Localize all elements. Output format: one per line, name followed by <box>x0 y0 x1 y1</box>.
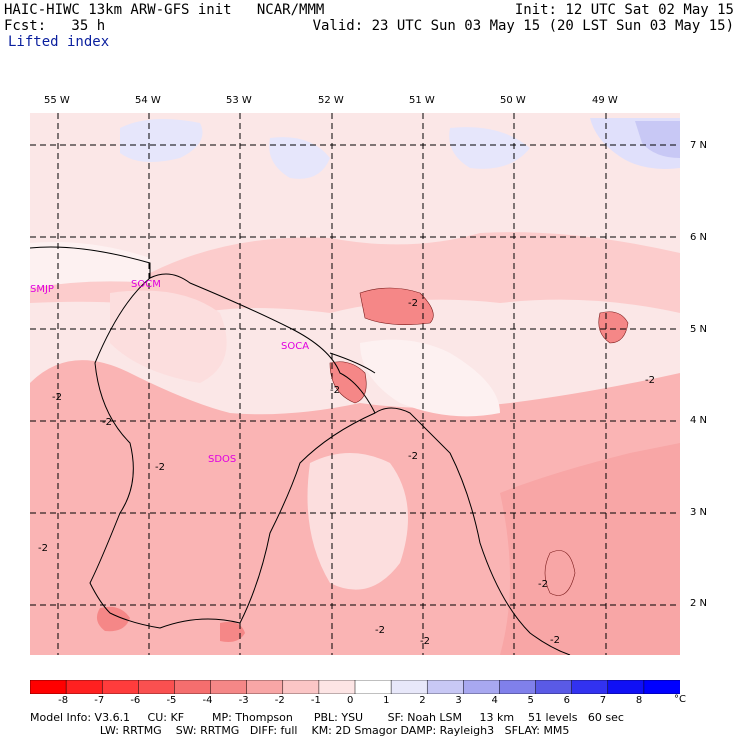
colorbar <box>30 680 680 694</box>
colorbar-label: -8 <box>58 695 69 706</box>
li-core <box>220 621 245 642</box>
colorbar-unit: °C <box>674 694 686 705</box>
stable-area-blue <box>269 137 330 179</box>
colorbar-swatch <box>174 680 212 694</box>
contour-label: -2 <box>645 375 655 386</box>
colorbar-label: -3 <box>238 695 249 706</box>
li-band <box>30 232 680 313</box>
colorbar-label: -4 <box>202 695 213 706</box>
colorbar-swatch <box>643 680 680 694</box>
colorbar-label: 4 <box>491 695 498 706</box>
contour-label: -2 <box>550 635 560 646</box>
colorbar-label: -2 <box>274 695 285 706</box>
contour-label: -2 <box>38 543 48 554</box>
lon-label: 53 W <box>226 95 252 106</box>
colorbar-label: 7 <box>599 695 607 706</box>
li-light-patch <box>307 453 408 590</box>
colorbar-label: 5 <box>527 695 534 706</box>
stable-area-blue <box>120 119 203 162</box>
colorbar-swatch <box>138 680 176 694</box>
colorbar-swatch <box>65 680 103 694</box>
lat-lon-grid <box>30 113 680 655</box>
colorbar-label: 8 <box>635 695 643 706</box>
forecast-hour: Fcst: 35 h <box>4 18 106 34</box>
lat-label: 7 N <box>690 140 708 151</box>
contour-label: -2 <box>408 298 418 309</box>
colorbar-label: -7 <box>94 695 105 706</box>
lon-label: 51 W <box>409 95 435 106</box>
contour-label: -2 <box>52 392 62 403</box>
field-name: Lifted index <box>8 34 110 50</box>
colorbar-swatch <box>101 680 140 694</box>
contour-label: -2 <box>420 636 430 647</box>
colorbar-swatch <box>463 680 501 694</box>
stable-area-blue <box>449 127 530 169</box>
lon-label: 50 W <box>500 95 526 106</box>
lat-label: 4 N <box>690 415 708 426</box>
colorbar-swatch <box>354 680 392 694</box>
lat-label: 3 N <box>690 507 708 518</box>
colorbar-swatch <box>607 680 645 694</box>
contour-label: -2 <box>408 451 418 462</box>
lon-label: 54 W <box>135 95 161 106</box>
li-core <box>360 288 434 325</box>
colorbar-label: 3 <box>455 695 462 706</box>
contour-label: -2 <box>155 462 165 473</box>
lifted-index-map: -2 -2 -2 -2 -2 -2 -2 -2 -2 -2 -2 -2 SMJP… <box>30 113 680 655</box>
colorbar-swatch <box>390 680 428 694</box>
colorbar-swatch <box>499 680 537 694</box>
contour-label: -2 <box>375 625 385 636</box>
colorbar-label: 0 <box>347 695 354 706</box>
lat-label: 2 N <box>690 598 708 609</box>
country-border <box>89 277 376 629</box>
contour-label: -2 <box>330 385 340 396</box>
contour-label: -2 <box>102 417 112 428</box>
lon-label: 55 W <box>44 95 70 106</box>
contours <box>329 287 629 596</box>
colorbar-swatch <box>210 680 248 694</box>
colorbar-swatch <box>426 680 465 694</box>
colorbar-label: -5 <box>166 695 177 706</box>
colorbar-label: -1 <box>310 695 321 706</box>
model-info-line2: LW: RRTMG SW: RRTMG DIFF: full KM: 2D Sm… <box>30 724 570 737</box>
colorbar-swatch <box>318 680 356 694</box>
li-core <box>330 361 367 403</box>
country-border <box>329 352 376 374</box>
colorbar-label: 2 <box>419 695 426 706</box>
li-near-zero <box>360 339 500 417</box>
station-label: SOCM <box>131 279 161 290</box>
station-label: SMJP <box>30 284 54 295</box>
valid-time: Valid: 23 UTC Sun 03 May 15 (20 LST Sun … <box>312 18 734 34</box>
li-core <box>96 606 130 632</box>
stable-area-blue-core <box>635 121 680 158</box>
li-southeast <box>500 443 680 655</box>
init-time: Init: 12 UTC Sat 02 May 15 <box>514 2 734 18</box>
station-label: SDOS <box>208 454 236 465</box>
colorbar-label: -6 <box>130 695 141 706</box>
colorbar-swatch <box>571 680 609 694</box>
colorbar-label: 1 <box>383 695 390 706</box>
station-label: SOCA <box>281 341 309 352</box>
model-info-line1: Model Info: V3.6.1 CU: KF MP: Thompson P… <box>30 711 624 724</box>
lat-label: 6 N <box>690 232 708 243</box>
model-title: HAIC-HIWC 13km ARW-GFS init NCAR/MMM <box>4 2 325 18</box>
li-near-zero <box>30 242 150 288</box>
contour-label: -2 <box>538 579 548 590</box>
coastline <box>30 246 571 655</box>
lon-label: 49 W <box>592 95 618 106</box>
colorbar-swatch <box>282 680 320 694</box>
colorbar-swatch <box>535 680 573 694</box>
lon-label: 52 W <box>318 95 344 106</box>
lat-label: 5 N <box>690 324 708 335</box>
li-light-patch <box>110 290 227 383</box>
colorbar-label: 6 <box>563 695 571 706</box>
colorbar-swatch <box>30 680 67 694</box>
colorbar-swatch <box>246 680 284 694</box>
